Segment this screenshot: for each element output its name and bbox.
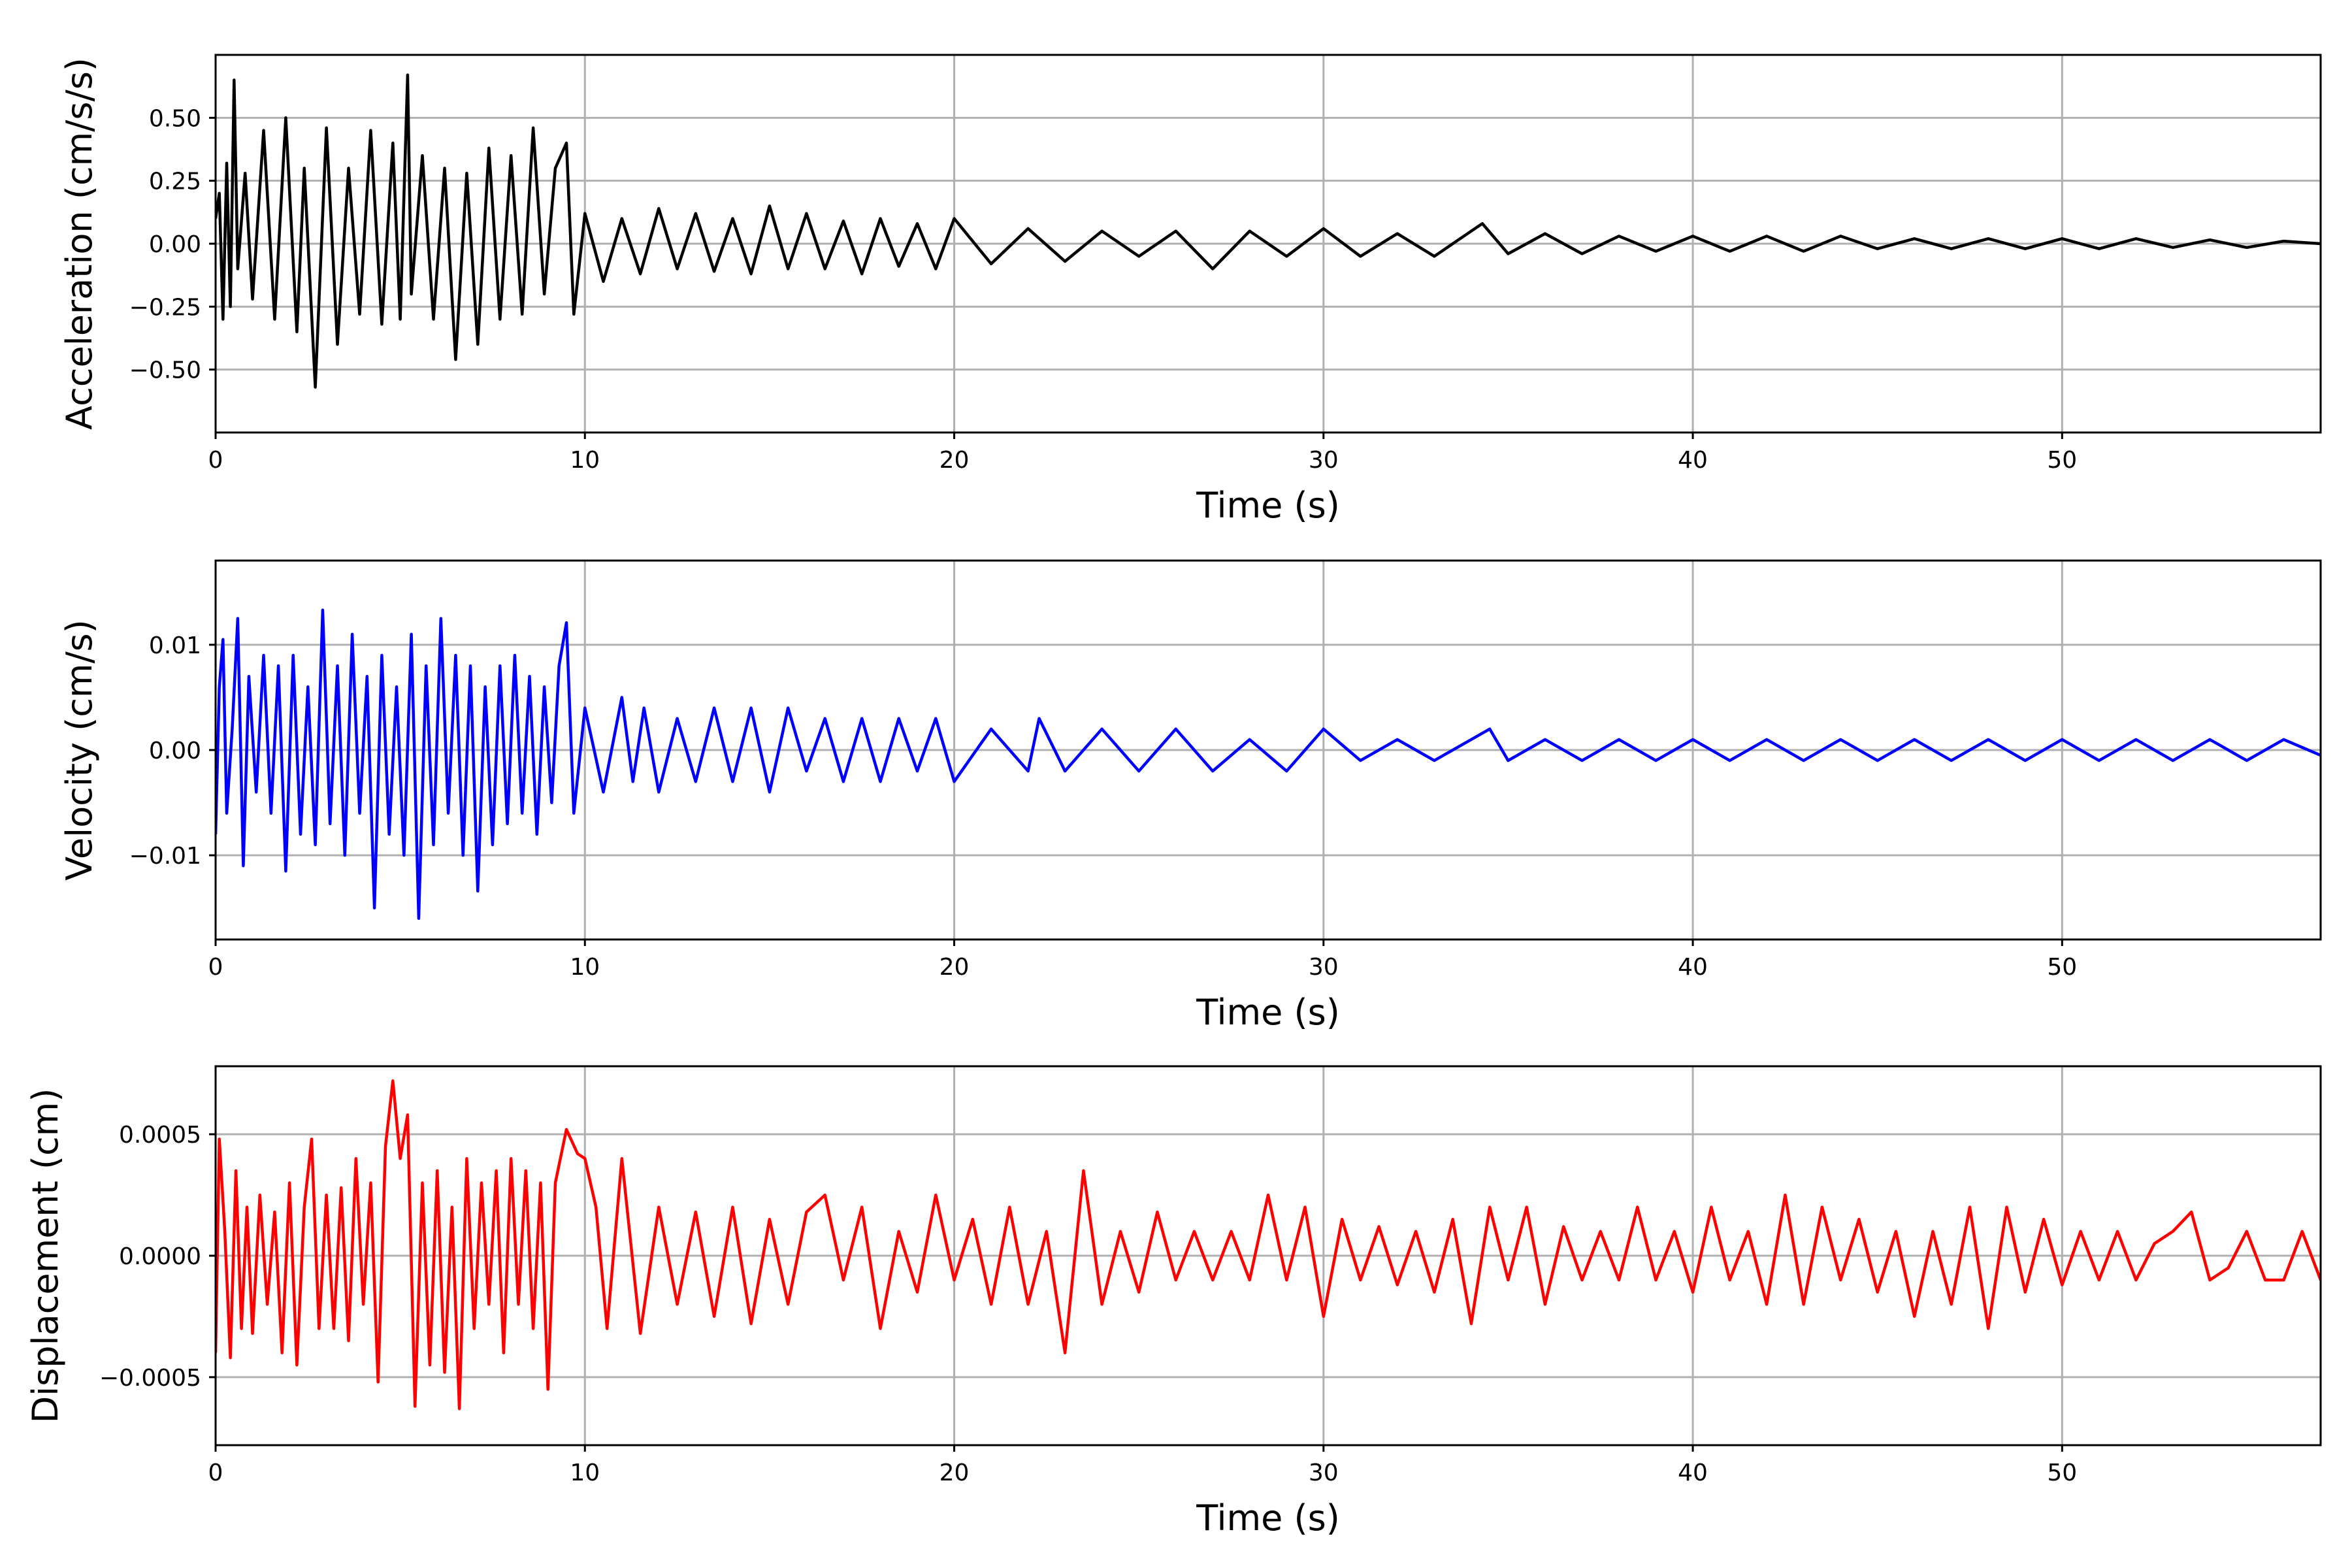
acceleration-y-tick-label: 0.50 (149, 105, 201, 132)
velocity-x-tick-label: 40 (1678, 954, 1708, 981)
velocity-x-tick-label: 50 (2047, 954, 2077, 981)
velocity-y-tick-label: −0.01 (129, 843, 201, 870)
displacement-series-line (216, 1079, 2321, 1411)
displacement-y-tick-label: 0.0005 (119, 1122, 201, 1149)
displacement-x-tick-label: 30 (1309, 1460, 1339, 1486)
acceleration-y-tick-label: −0.50 (129, 357, 201, 384)
acceleration-x-tick-label: 0 (208, 447, 223, 474)
acceleration-x-tick-label: 50 (2047, 447, 2077, 474)
acceleration-series-line (216, 73, 2321, 389)
acceleration-y-tick-label: 0.25 (149, 169, 201, 195)
displacement-x-tick-label: 40 (1678, 1460, 1708, 1486)
acceleration-y-tick-label: 0.00 (149, 231, 201, 258)
velocity-x-axis-label: Time (s) (1196, 992, 1340, 1033)
velocity-x-tick-label: 20 (939, 954, 970, 981)
acceleration-y-axis-label: Acceleration (cm/s/s) (59, 57, 100, 430)
acceleration-x-tick-label: 20 (939, 447, 970, 474)
acceleration-y-tick-label: −0.25 (129, 294, 201, 321)
displacement-x-axis-label: Time (s) (1196, 1497, 1340, 1539)
velocity-y-tick-label: 0.01 (149, 632, 201, 659)
velocity-y-tick-label: 0.00 (149, 738, 201, 764)
displacement-x-tick-label: 20 (939, 1460, 970, 1486)
displacement-x-tick-label: 0 (208, 1460, 223, 1486)
displacement-panel: 0 10 20 30 40 50 −0.0005 0.0000 0.0005 Time (s) Di… (25, 1065, 2322, 1539)
velocity-x-tick-label: 10 (570, 954, 600, 981)
velocity-y-axis-label: Velocity (cm/s) (59, 619, 100, 881)
acceleration-panel: 0 10 20 30 40 50 −0.50 −0.25 0.00 0.25 0.50 Time (s… (59, 54, 2322, 526)
acceleration-x-tick-label: 30 (1309, 447, 1339, 474)
displacement-y-tick-label: 0.0000 (119, 1243, 201, 1270)
acceleration-x-tick-label: 40 (1678, 447, 1708, 474)
displacement-x-tick-label: 50 (2047, 1460, 2077, 1486)
velocity-x-tick-label: 0 (208, 954, 223, 981)
acceleration-x-axis-label: Time (s) (1196, 485, 1340, 526)
displacement-x-tick-label: 10 (570, 1460, 600, 1486)
velocity-x-tick-label: 30 (1309, 954, 1339, 981)
displacement-y-tick-label: −0.0005 (99, 1365, 201, 1392)
velocity-panel: 0 10 20 30 40 50 −0.01 0.00 0.01 Time (s) Velocity… (59, 559, 2322, 1033)
velocity-series-line (216, 608, 2321, 921)
displacement-y-axis-label: Displacement (cm) (25, 1088, 66, 1424)
acceleration-x-tick-label: 10 (570, 447, 600, 474)
